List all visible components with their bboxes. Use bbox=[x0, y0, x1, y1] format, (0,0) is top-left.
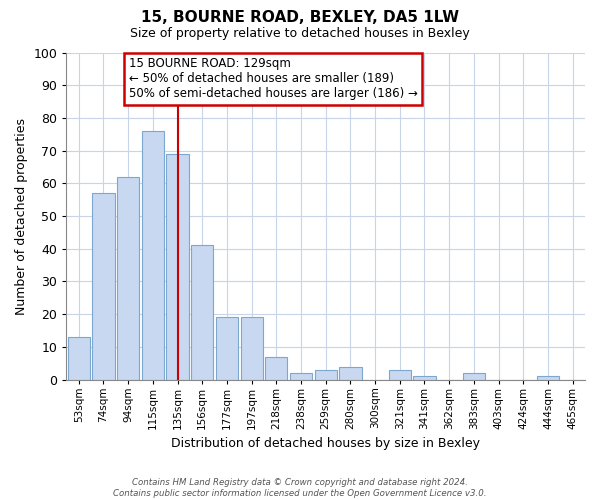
Bar bbox=[340, 366, 362, 380]
Text: Contains HM Land Registry data © Crown copyright and database right 2024.
Contai: Contains HM Land Registry data © Crown c… bbox=[113, 478, 487, 498]
Bar bbox=[117, 177, 139, 380]
Text: Size of property relative to detached houses in Bexley: Size of property relative to detached ho… bbox=[130, 28, 470, 40]
Bar bbox=[463, 373, 485, 380]
Bar bbox=[314, 370, 337, 380]
Bar bbox=[191, 246, 214, 380]
Text: 15, BOURNE ROAD, BEXLEY, DA5 1LW: 15, BOURNE ROAD, BEXLEY, DA5 1LW bbox=[141, 10, 459, 25]
Bar bbox=[92, 193, 115, 380]
Bar bbox=[389, 370, 411, 380]
Text: 15 BOURNE ROAD: 129sqm
← 50% of detached houses are smaller (189)
50% of semi-de: 15 BOURNE ROAD: 129sqm ← 50% of detached… bbox=[128, 58, 418, 100]
Bar bbox=[241, 318, 263, 380]
Y-axis label: Number of detached properties: Number of detached properties bbox=[15, 118, 28, 314]
Bar bbox=[413, 376, 436, 380]
Bar bbox=[68, 337, 90, 380]
Bar bbox=[166, 154, 188, 380]
Bar bbox=[537, 376, 559, 380]
Bar bbox=[142, 131, 164, 380]
Bar bbox=[290, 373, 312, 380]
X-axis label: Distribution of detached houses by size in Bexley: Distribution of detached houses by size … bbox=[171, 437, 480, 450]
Bar bbox=[265, 356, 287, 380]
Bar bbox=[216, 318, 238, 380]
